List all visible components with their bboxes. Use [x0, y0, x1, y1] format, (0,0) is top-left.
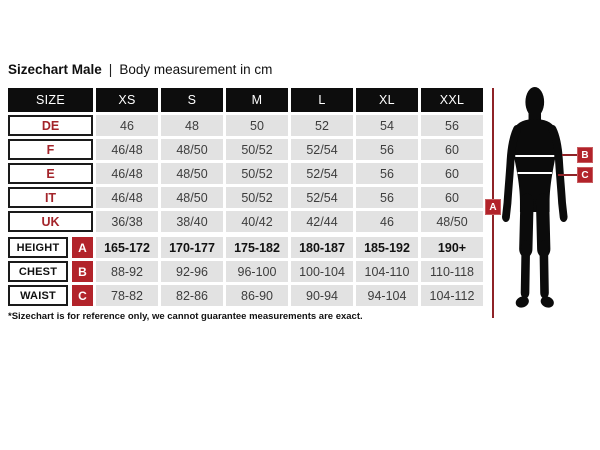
title-main: Sizechart Male	[8, 62, 102, 77]
silhouette-torso	[511, 119, 558, 212]
measure-value-cell: 170-177	[161, 237, 223, 258]
measure-value-cell: 96-100	[226, 261, 288, 282]
size-value-cell: 50/52	[226, 139, 288, 160]
size-value-cell: 36/38	[96, 211, 158, 232]
marker-b-table-badge: B	[72, 261, 93, 282]
waist-label: WAIST	[8, 285, 68, 306]
measure-value-cell: 78-82	[96, 285, 158, 306]
measurement-table: HEIGHT A 165-172 170-177 175-182 180-187 185-1…	[8, 237, 483, 306]
measure-value-cell: 190+	[421, 237, 483, 258]
column-header-xs: XS	[96, 88, 158, 112]
size-header-cell: SIZE	[8, 88, 93, 112]
marker-c-table-badge: C	[72, 285, 93, 306]
measure-value-cell: 94-104	[356, 285, 418, 306]
measure-value-cell: 110-118	[421, 261, 483, 282]
size-value-cell: 56	[421, 115, 483, 136]
size-table: SIZE XS S M L XL XXL DE 46 48 50 52 54 56 F 46/48 48/50 5…	[8, 88, 483, 232]
size-value-cell: 42/44	[291, 211, 353, 232]
size-value-cell: 52/54	[291, 139, 353, 160]
size-value-cell: 48/50	[421, 211, 483, 232]
size-value-cell: 46/48	[96, 163, 158, 184]
waist-marker-connector	[558, 174, 578, 176]
measure-value-cell: 185-192	[356, 237, 418, 258]
row-label-it: IT	[8, 187, 93, 208]
size-value-cell: 38/40	[161, 211, 223, 232]
column-header-m: M	[226, 88, 288, 112]
measure-value-cell: 86-90	[226, 285, 288, 306]
size-value-cell: 56	[356, 187, 418, 208]
title-separator: |	[108, 62, 113, 77]
measure-value-cell: 175-182	[226, 237, 288, 258]
size-value-cell: 52/54	[291, 187, 353, 208]
size-value-cell: 40/42	[226, 211, 288, 232]
column-header-s: S	[161, 88, 223, 112]
footnote: *Sizechart is for reference only, we can…	[8, 311, 363, 322]
size-value-cell: 48	[161, 115, 223, 136]
size-value-cell: 46	[356, 211, 418, 232]
marker-c-badge: C	[577, 167, 593, 183]
measure-value-cell: 104-112	[421, 285, 483, 306]
size-value-cell: 48/50	[161, 187, 223, 208]
silhouette-right-calf	[539, 240, 549, 299]
size-value-cell: 52	[291, 115, 353, 136]
row-label-uk: UK	[8, 211, 93, 232]
measure-value-cell: 82-86	[161, 285, 223, 306]
column-header-xxl: XXL	[421, 88, 483, 112]
size-value-cell: 54	[356, 115, 418, 136]
size-value-cell: 50/52	[226, 187, 288, 208]
size-value-cell: 60	[421, 163, 483, 184]
measure-value-cell: 88-92	[96, 261, 158, 282]
silhouette-right-foot	[540, 296, 554, 308]
marker-a-badge: A	[485, 199, 501, 215]
measure-value-cell: 92-96	[161, 261, 223, 282]
size-value-cell: 52/54	[291, 163, 353, 184]
marker-b-badge: B	[577, 147, 593, 163]
row-label-e: E	[8, 163, 93, 184]
silhouette-right-arm	[548, 125, 568, 222]
silhouette-left-foot	[515, 296, 529, 308]
size-value-cell: 46/48	[96, 139, 158, 160]
size-value-cell: 60	[421, 139, 483, 160]
silhouette-left-arm	[502, 125, 521, 222]
chest-marker-connector	[562, 154, 578, 156]
size-value-cell: 50/52	[226, 163, 288, 184]
row-label-de: DE	[8, 115, 93, 136]
marker-a-table-badge: A	[72, 237, 93, 258]
row-label-waist: WAIST C	[8, 285, 93, 306]
measure-value-cell: 104-110	[356, 261, 418, 282]
title-subtitle: Body measurement in cm	[119, 62, 273, 77]
silhouette-neck	[528, 112, 542, 123]
chest-label: CHEST	[8, 261, 68, 282]
size-value-cell: 48/50	[161, 163, 223, 184]
size-value-cell: 60	[421, 187, 483, 208]
size-value-cell: 48/50	[161, 139, 223, 160]
row-label-f: F	[8, 139, 93, 160]
male-silhouette-graphic	[502, 87, 568, 308]
size-value-cell: 56	[356, 163, 418, 184]
column-header-xl: XL	[356, 88, 418, 112]
row-label-chest: CHEST B	[8, 261, 93, 282]
measure-value-cell: 100-104	[291, 261, 353, 282]
size-value-cell: 50	[226, 115, 288, 136]
silhouette-left-calf	[520, 240, 531, 299]
silhouette-head	[525, 87, 545, 117]
height-label: HEIGHT	[8, 237, 68, 258]
page-title: Sizechart Male | Body measurement in cm	[8, 62, 272, 77]
size-value-cell: 56	[356, 139, 418, 160]
column-header-l: L	[291, 88, 353, 112]
measure-value-cell: 180-187	[291, 237, 353, 258]
size-value-cell: 46/48	[96, 187, 158, 208]
measure-value-cell: 90-94	[291, 285, 353, 306]
measure-value-cell: 165-172	[96, 237, 158, 258]
size-value-cell: 46	[96, 115, 158, 136]
row-label-height: HEIGHT A	[8, 237, 93, 258]
